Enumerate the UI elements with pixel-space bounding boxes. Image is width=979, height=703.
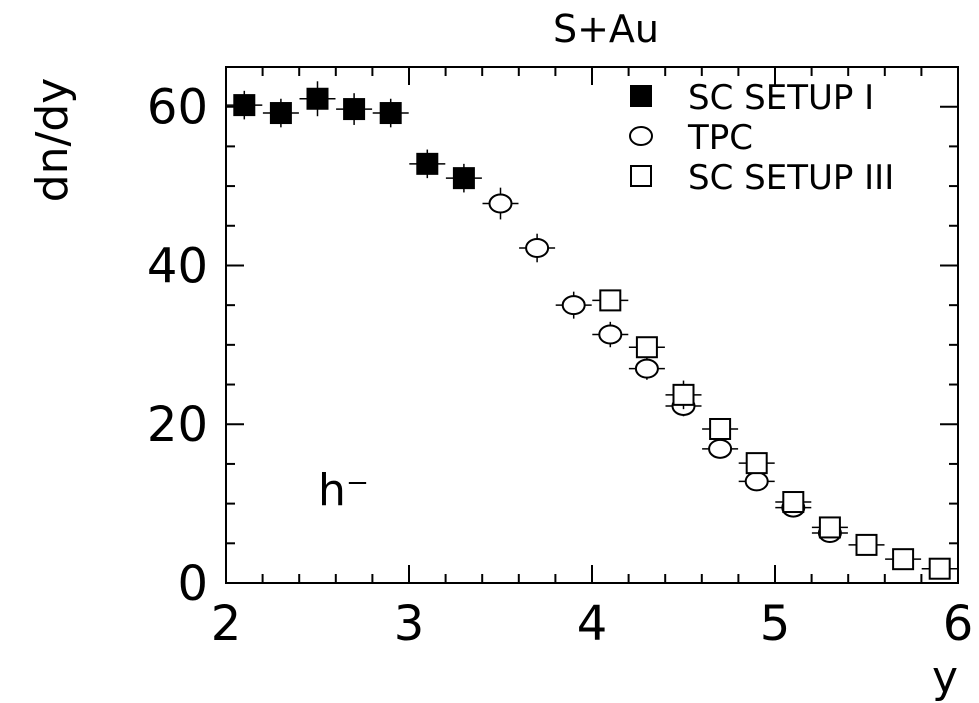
x-tick-label: 4 xyxy=(577,596,608,652)
y-tick-label: 0 xyxy=(177,556,208,612)
data-point xyxy=(599,289,622,312)
legend-marker xyxy=(629,126,653,146)
y-tick-label: 40 xyxy=(147,238,208,294)
legend-label: SC SETUP I xyxy=(688,78,874,118)
data-point xyxy=(598,324,623,345)
y-tick-label: 20 xyxy=(147,397,208,453)
series-sc-setup-i xyxy=(226,81,482,193)
y-axis-label-text: dn/dy xyxy=(27,78,78,203)
data-point xyxy=(379,102,402,125)
data-point xyxy=(306,87,329,110)
data-point xyxy=(818,516,841,539)
data-point xyxy=(634,358,659,379)
x-tick-label: 6 xyxy=(943,596,974,652)
data-point xyxy=(672,383,695,406)
x-tick-label: 5 xyxy=(760,596,791,652)
y-axis-label: dn/dy xyxy=(27,78,78,203)
data-point xyxy=(488,193,513,214)
legend-marker xyxy=(630,85,652,107)
series-sc-setup-iii xyxy=(592,289,958,580)
data-point xyxy=(561,295,586,316)
annotation-h-minus: h⁻ xyxy=(318,465,369,516)
chart-title: S+Au xyxy=(553,7,659,51)
legend-label: SC SETUP III xyxy=(688,158,894,198)
data-point xyxy=(892,548,915,571)
data-point xyxy=(269,102,292,125)
x-tick-label: 3 xyxy=(394,596,425,652)
data-point xyxy=(343,98,366,121)
legend-label: TPC xyxy=(687,118,753,158)
data-point xyxy=(855,533,878,556)
series-tpc xyxy=(482,187,848,543)
data-marks xyxy=(226,81,958,580)
x-tick-label: 2 xyxy=(211,596,242,652)
data-point xyxy=(745,452,768,475)
data-point xyxy=(709,417,732,440)
data-point xyxy=(928,557,951,580)
data-point xyxy=(708,438,733,459)
data-point xyxy=(416,152,439,175)
axis-ticks xyxy=(225,67,959,584)
data-point xyxy=(452,167,475,190)
data-point xyxy=(782,491,805,514)
y-tick-label: 60 xyxy=(147,80,208,136)
data-point xyxy=(233,94,256,117)
x-axis-label: y xyxy=(932,652,958,703)
data-point xyxy=(635,336,658,359)
data-point xyxy=(744,471,769,492)
legend-marker xyxy=(630,165,652,187)
data-point xyxy=(525,237,550,258)
